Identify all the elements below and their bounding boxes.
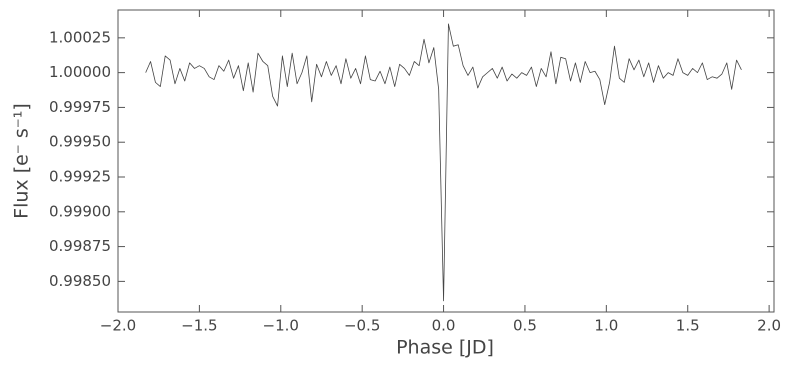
x-tick-label: 0.5 bbox=[513, 317, 537, 335]
x-axis-label: Phase [JD] bbox=[396, 337, 494, 359]
x-tick-label: 1.0 bbox=[594, 317, 618, 335]
x-tick-label: −1.5 bbox=[181, 317, 217, 335]
y-tick-label: 0.99975 bbox=[49, 98, 111, 116]
y-tick-label: 0.99950 bbox=[49, 133, 111, 151]
x-tick-label: −0.5 bbox=[344, 317, 380, 335]
x-tick-label: 2.0 bbox=[757, 317, 781, 335]
y-tick-label: 0.99900 bbox=[49, 202, 111, 220]
flux-line bbox=[145, 23, 742, 302]
x-tick-label: 1.5 bbox=[676, 317, 700, 335]
y-tick-label: 0.99850 bbox=[49, 272, 111, 290]
y-tick-label: 0.99925 bbox=[49, 168, 111, 186]
x-tick-label: −1.0 bbox=[263, 317, 299, 335]
x-tick-label: 0.0 bbox=[432, 317, 456, 335]
y-tick-label: 1.00000 bbox=[49, 63, 111, 81]
y-axis-label: Flux [e⁻ s⁻¹] bbox=[11, 103, 33, 219]
y-tick-label: 1.00025 bbox=[49, 28, 111, 46]
x-tick-label: −2.0 bbox=[100, 317, 136, 335]
plot-frame bbox=[117, 9, 775, 313]
y-tick-label: 0.99875 bbox=[49, 237, 111, 255]
